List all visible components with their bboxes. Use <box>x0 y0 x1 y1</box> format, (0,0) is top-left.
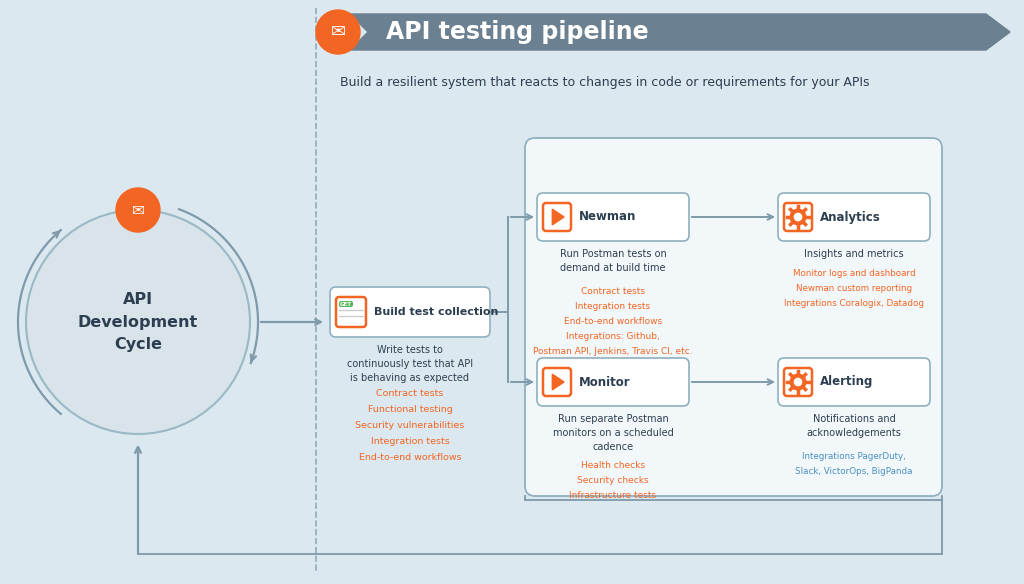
FancyBboxPatch shape <box>339 301 353 307</box>
FancyBboxPatch shape <box>543 368 571 396</box>
Circle shape <box>791 209 806 225</box>
Text: Contract tests: Contract tests <box>581 287 645 296</box>
FancyBboxPatch shape <box>330 287 490 337</box>
Text: End-to-end workflows: End-to-end workflows <box>358 453 462 462</box>
Text: Run Postman tests on
demand at build time: Run Postman tests on demand at build tim… <box>560 249 667 273</box>
Text: Notifications and
acknowledgements: Notifications and acknowledgements <box>807 414 901 438</box>
Text: Insights and metrics: Insights and metrics <box>804 249 904 259</box>
Text: Analytics: Analytics <box>820 210 881 224</box>
Text: Integrations: Github,: Integrations: Github, <box>566 332 659 341</box>
Text: Build test collection: Build test collection <box>374 307 499 317</box>
Text: Postman API, Jenkins, Travis CI, etc.: Postman API, Jenkins, Travis CI, etc. <box>534 347 693 356</box>
Text: Alerting: Alerting <box>820 376 873 388</box>
Text: Run separate Postman
monitors on a scheduled
cadence: Run separate Postman monitors on a sched… <box>553 414 674 452</box>
Circle shape <box>116 188 160 232</box>
Text: Contract tests: Contract tests <box>376 389 443 398</box>
Text: Health checks: Health checks <box>581 461 645 470</box>
Circle shape <box>791 374 806 390</box>
Text: API testing pipeline: API testing pipeline <box>386 20 648 44</box>
Text: Newman: Newman <box>579 210 636 224</box>
FancyBboxPatch shape <box>778 193 930 241</box>
Polygon shape <box>552 209 564 225</box>
FancyBboxPatch shape <box>784 368 812 396</box>
Text: Security vulnerabilities: Security vulnerabilities <box>355 421 465 430</box>
Circle shape <box>795 213 802 221</box>
FancyBboxPatch shape <box>543 203 571 231</box>
FancyBboxPatch shape <box>525 138 942 496</box>
Circle shape <box>316 10 360 54</box>
Text: Monitor: Monitor <box>579 376 631 388</box>
Text: Integrations Coralogix, Datadog: Integrations Coralogix, Datadog <box>784 299 924 308</box>
Text: Integration tests: Integration tests <box>371 437 450 446</box>
Text: Functional testing: Functional testing <box>368 405 453 414</box>
Polygon shape <box>350 14 1010 50</box>
Text: Newman custom reporting: Newman custom reporting <box>796 284 912 293</box>
Text: ✉: ✉ <box>331 23 345 41</box>
Text: Slack, VictorOps, BigPanda: Slack, VictorOps, BigPanda <box>796 467 912 476</box>
Text: GET: GET <box>340 301 352 307</box>
Text: Build a resilient system that reacts to changes in code or requirements for your: Build a resilient system that reacts to … <box>340 76 869 89</box>
Polygon shape <box>552 374 564 390</box>
Circle shape <box>795 378 802 385</box>
FancyBboxPatch shape <box>537 358 689 406</box>
FancyBboxPatch shape <box>784 203 812 231</box>
Text: Infrastructure tests: Infrastructure tests <box>569 491 656 500</box>
Circle shape <box>26 210 250 434</box>
Text: Security checks: Security checks <box>578 476 649 485</box>
FancyBboxPatch shape <box>537 193 689 241</box>
Text: Monitor logs and dashboard: Monitor logs and dashboard <box>793 269 915 278</box>
Text: Write tests to
continuously test that API
is behaving as expected: Write tests to continuously test that AP… <box>347 345 473 383</box>
FancyBboxPatch shape <box>336 297 366 327</box>
Text: Integration tests: Integration tests <box>575 302 650 311</box>
Text: ✉: ✉ <box>132 203 144 217</box>
Text: End-to-end workflows: End-to-end workflows <box>564 317 663 326</box>
Text: API
Development
Cycle: API Development Cycle <box>78 293 198 352</box>
Text: Integrations PagerDuty,: Integrations PagerDuty, <box>802 452 906 461</box>
FancyBboxPatch shape <box>778 358 930 406</box>
